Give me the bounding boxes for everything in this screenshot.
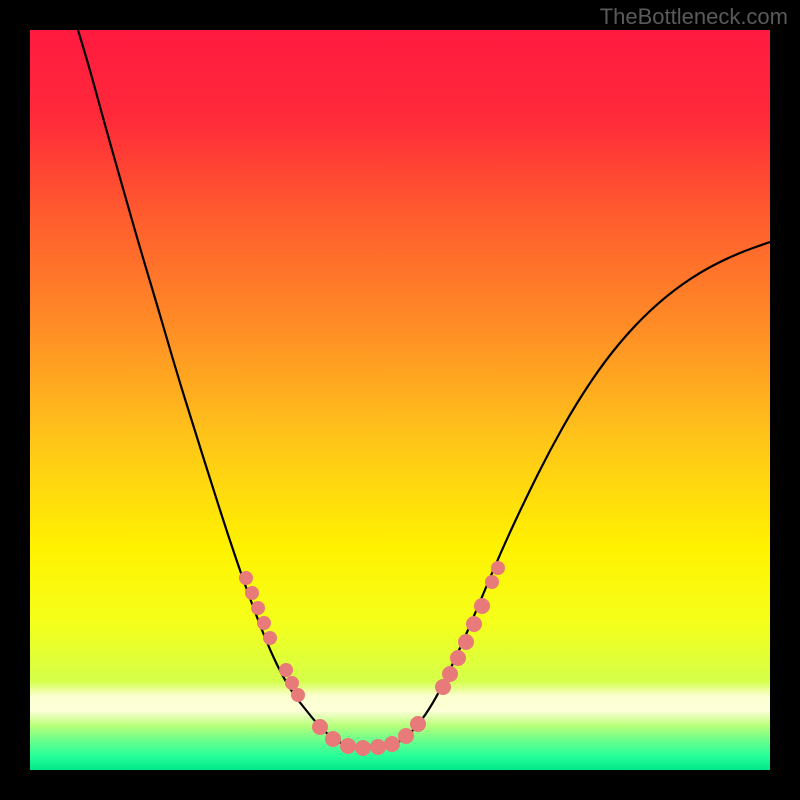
- curve-marker: [370, 739, 386, 755]
- curve-marker: [312, 719, 328, 735]
- curve-marker: [458, 634, 474, 650]
- curve-marker: [466, 616, 482, 632]
- chart-svg: [30, 30, 770, 770]
- gradient-background: [30, 30, 770, 770]
- curve-marker: [398, 728, 414, 744]
- curve-marker: [384, 736, 400, 752]
- plot-outer-frame: [30, 30, 770, 770]
- curve-marker: [239, 571, 253, 585]
- curve-marker: [474, 598, 490, 614]
- curve-marker: [491, 561, 505, 575]
- curve-marker: [355, 740, 371, 756]
- curve-marker: [291, 688, 305, 702]
- curve-marker: [279, 663, 293, 677]
- plot-area: [30, 30, 770, 770]
- curve-marker: [285, 676, 299, 690]
- curve-marker: [485, 575, 499, 589]
- curve-marker: [257, 616, 271, 630]
- curve-marker: [410, 716, 426, 732]
- curve-marker: [325, 731, 341, 747]
- curve-marker: [245, 586, 259, 600]
- curve-marker: [450, 650, 466, 666]
- curve-marker: [263, 631, 277, 645]
- curve-marker: [442, 666, 458, 682]
- curve-marker: [251, 601, 265, 615]
- curve-marker: [340, 738, 356, 754]
- watermark-text: TheBottleneck.com: [600, 4, 788, 30]
